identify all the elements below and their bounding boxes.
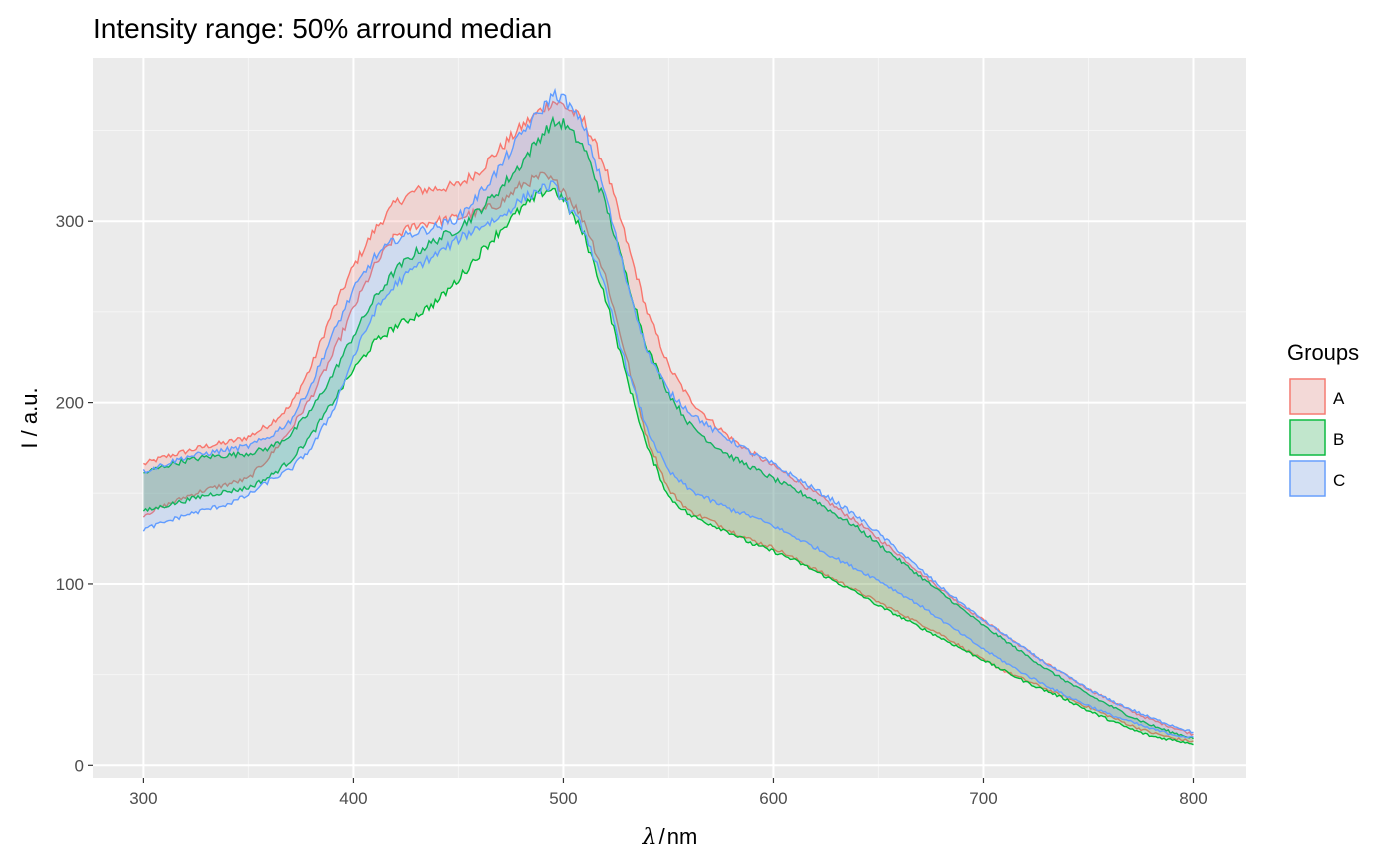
- ribbons: [142, 87, 1194, 746]
- legend-label-c: C: [1333, 471, 1345, 490]
- legend-label-a: A: [1333, 389, 1345, 408]
- x-tick-label: 500: [549, 789, 577, 808]
- legend-key-bg: [1289, 378, 1326, 415]
- y-tick-label: 300: [56, 212, 84, 231]
- legend-title: Groups: [1287, 340, 1359, 365]
- x-axis-title: λ/nm: [642, 824, 698, 850]
- ribbon-upper-c: [142, 87, 1194, 734]
- legend-key-bg: [1289, 460, 1326, 497]
- legend-keys: A B C: [1289, 378, 1345, 497]
- x-tick-label: 400: [339, 789, 367, 808]
- y-tick-label: 200: [56, 394, 84, 413]
- x-tick-label: 700: [969, 789, 997, 808]
- ribbon-fill-a: [143, 101, 1194, 742]
- y-tick-label: 100: [56, 575, 84, 594]
- x-tick-label: 600: [759, 789, 787, 808]
- legend: Groups A B C: [1287, 340, 1359, 497]
- ribbon-fill-b: [143, 117, 1194, 745]
- legend-key-c: [1289, 460, 1326, 497]
- ribbon-lower-a: [142, 171, 1194, 743]
- ribbon-lower-c: [142, 180, 1194, 739]
- ribbon-upper-b: [143, 115, 1194, 740]
- x-axis-unit: nm: [667, 824, 698, 849]
- legend-label-b: B: [1333, 430, 1344, 449]
- legend-key-a: [1289, 378, 1326, 415]
- ribbon-fill-c: [143, 90, 1194, 738]
- x-tick-label: 800: [1179, 789, 1207, 808]
- x-tick-label: 300: [129, 789, 157, 808]
- ribbon-upper-a: [143, 99, 1194, 736]
- x-axis-separator: /: [659, 824, 666, 849]
- x-axis-symbol: λ: [642, 825, 657, 850]
- x-axis: 300 400 500 600 700 800: [129, 778, 1208, 808]
- plot-panel: [93, 58, 1246, 778]
- grid-major: [93, 58, 1246, 778]
- y-tick-label: 0: [75, 756, 84, 775]
- ribbon-lower-b: [142, 187, 1194, 746]
- legend-key-bg: [1289, 419, 1326, 456]
- y-axis-title: I / a.u.: [17, 387, 42, 448]
- legend-key-b: [1289, 419, 1326, 456]
- chart-title: Intensity range: 50% arround median: [93, 13, 552, 44]
- y-axis: 0 100 200 300: [56, 212, 93, 775]
